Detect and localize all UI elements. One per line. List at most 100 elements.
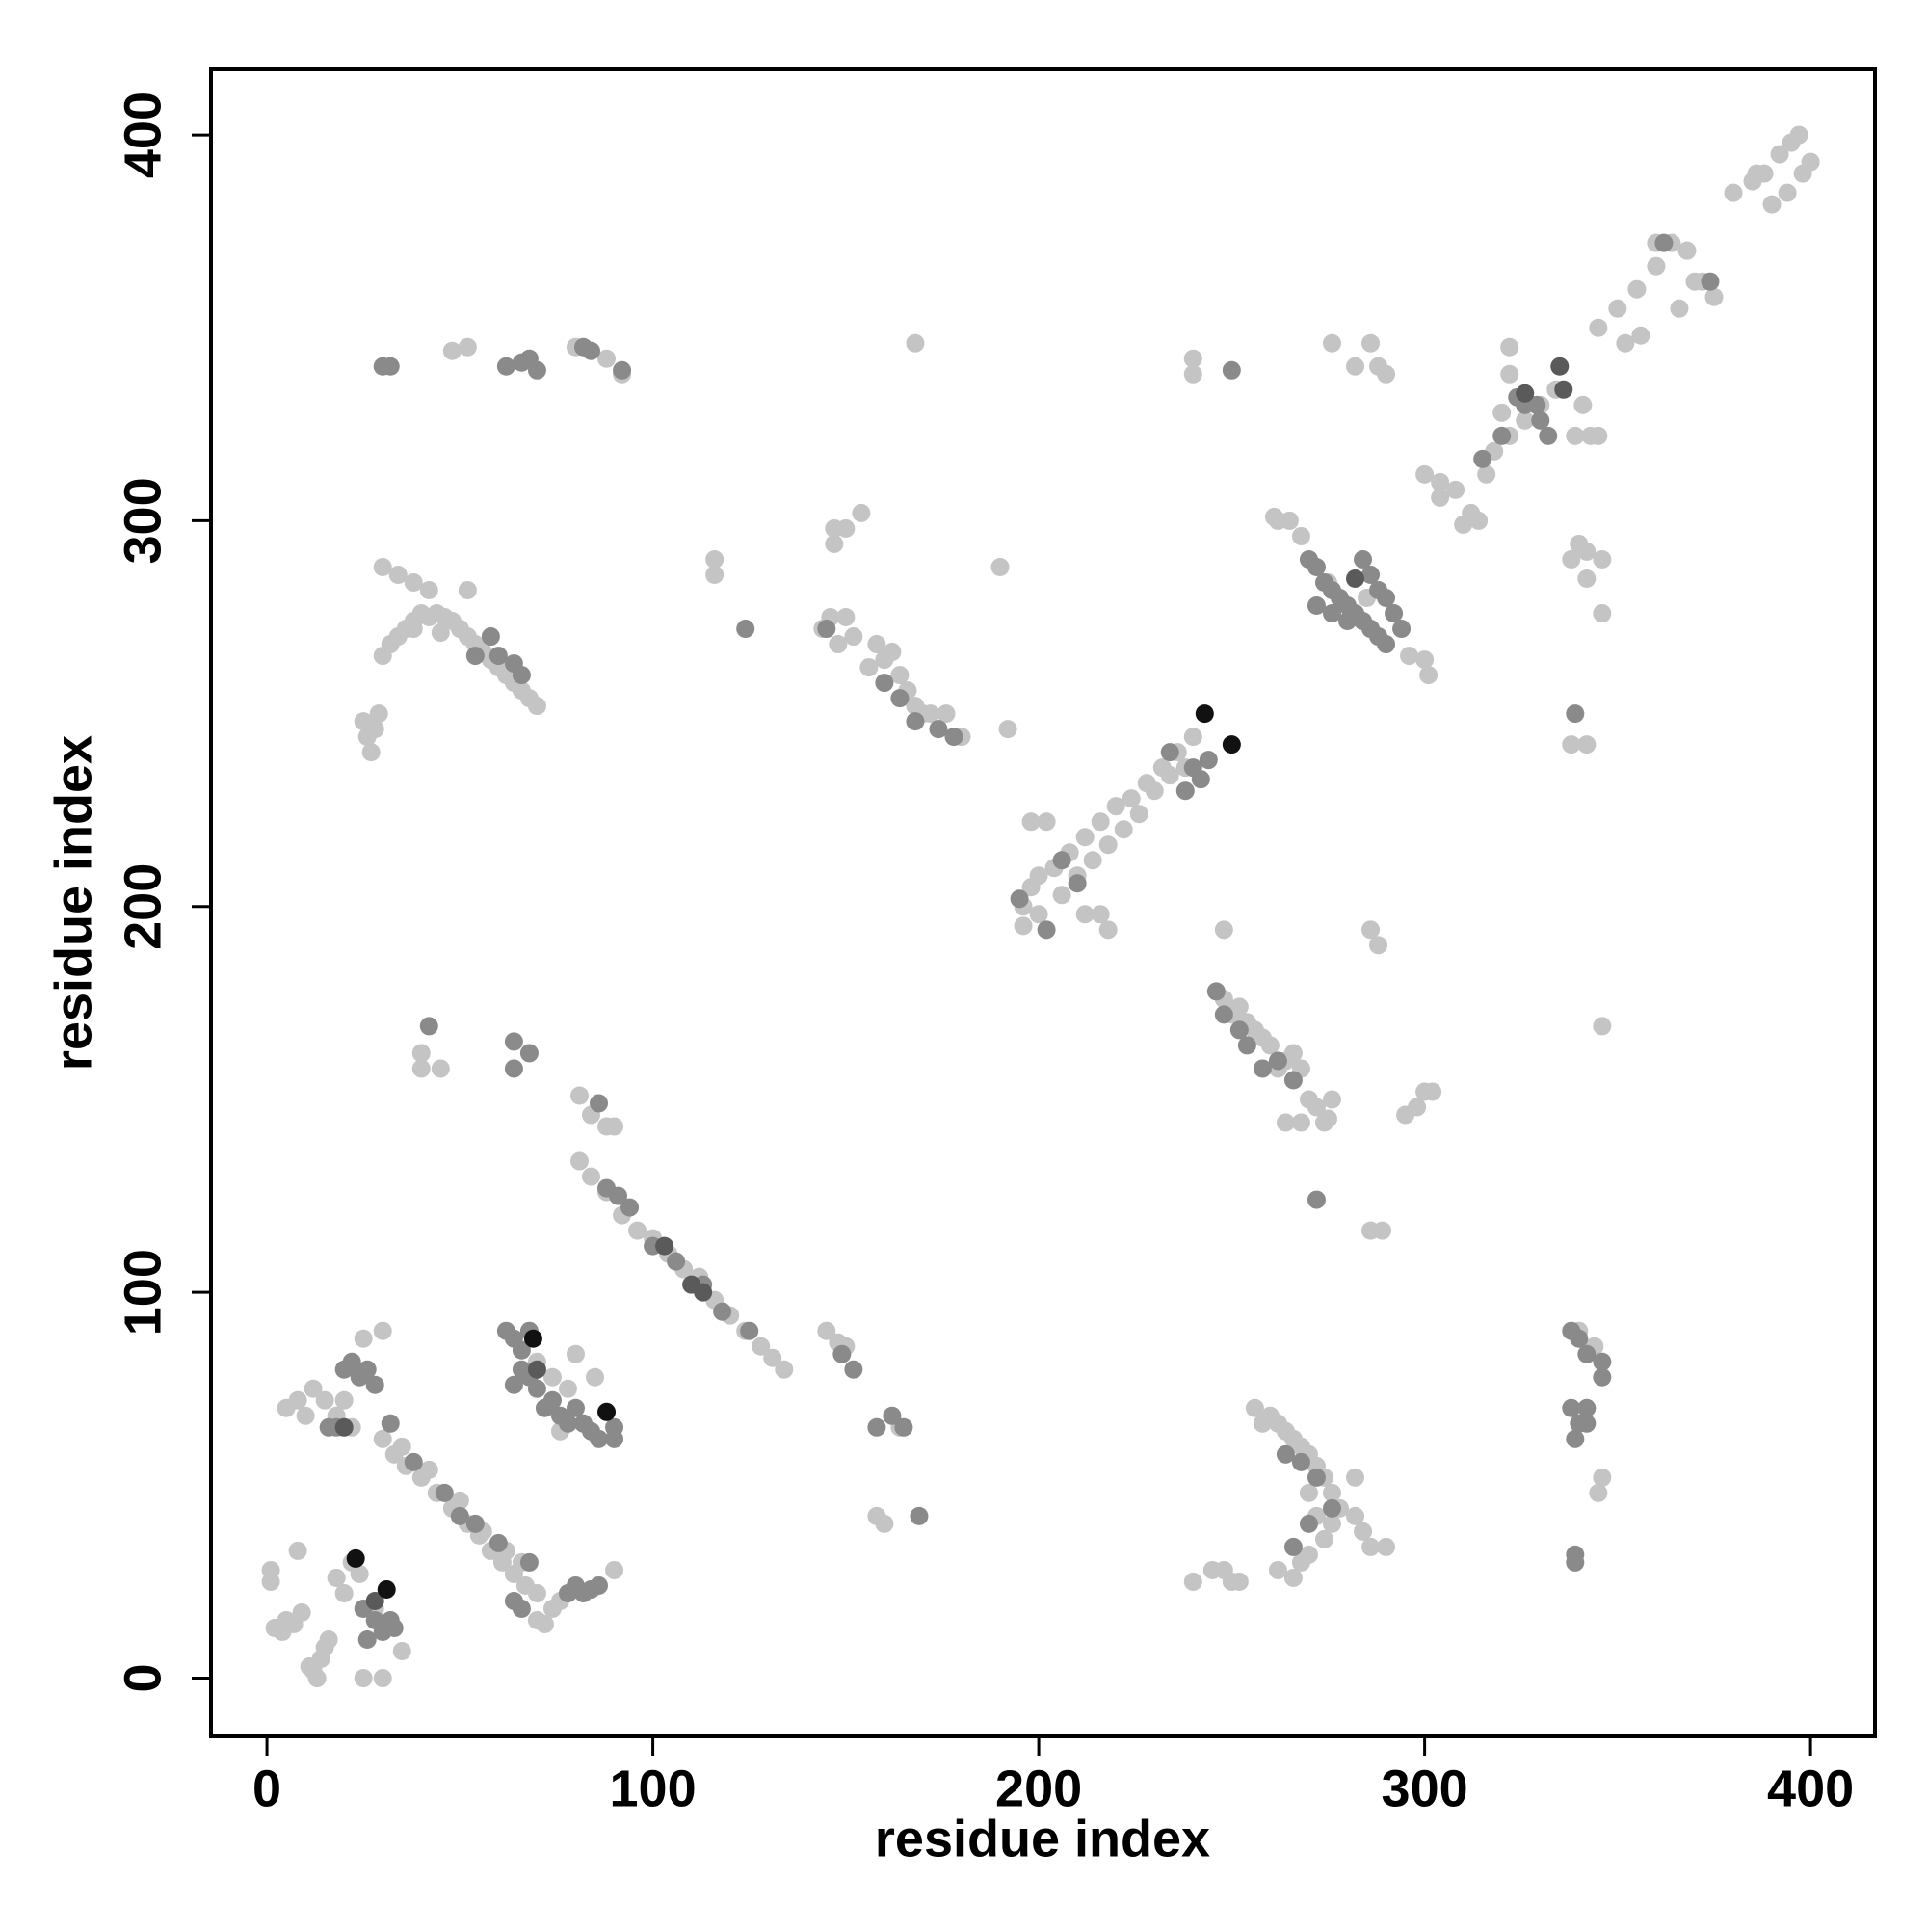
point	[852, 503, 871, 522]
point	[859, 658, 879, 677]
point	[465, 1514, 485, 1533]
point	[875, 674, 894, 693]
point	[1654, 233, 1674, 252]
point	[512, 666, 531, 685]
point	[357, 1630, 377, 1650]
point	[1322, 1483, 1341, 1502]
point	[590, 1094, 609, 1113]
point	[1346, 1468, 1365, 1487]
point	[365, 1591, 384, 1610]
point	[1322, 333, 1341, 353]
point	[590, 1429, 609, 1448]
point	[1106, 797, 1125, 816]
point	[1539, 426, 1558, 445]
point	[829, 635, 848, 654]
point	[1091, 812, 1110, 832]
point	[1577, 735, 1597, 754]
point	[1566, 1552, 1585, 1572]
point	[1562, 735, 1581, 754]
point	[1431, 472, 1450, 491]
point	[523, 1329, 542, 1348]
y-tick-label: 300	[114, 477, 172, 564]
point	[1377, 364, 1396, 384]
point	[319, 1630, 338, 1650]
point	[558, 1414, 577, 1433]
point	[1291, 1452, 1310, 1471]
point	[1307, 596, 1326, 616]
point	[1701, 272, 1720, 291]
point	[1531, 410, 1550, 430]
point	[817, 1321, 836, 1340]
point	[334, 1583, 354, 1602]
point	[1377, 1537, 1396, 1556]
point	[334, 1417, 354, 1437]
point	[527, 1610, 546, 1629]
point	[1562, 1398, 1581, 1417]
point	[419, 1017, 438, 1036]
point	[590, 1575, 609, 1595]
point	[354, 1669, 373, 1688]
point	[419, 580, 438, 599]
point	[867, 635, 886, 654]
point	[1253, 1028, 1272, 1047]
x-tick-label: 0	[252, 1760, 281, 1817]
point	[327, 1568, 346, 1587]
point	[261, 1572, 280, 1591]
point	[1160, 743, 1179, 762]
point	[442, 341, 462, 360]
point	[1408, 1098, 1427, 1117]
point	[1283, 1568, 1303, 1587]
x-tick-label: 200	[995, 1760, 1082, 1817]
point	[566, 1398, 585, 1417]
point	[1589, 1483, 1608, 1502]
point	[1160, 766, 1179, 785]
point	[1245, 1398, 1264, 1417]
point	[1268, 1051, 1287, 1071]
point	[1573, 395, 1593, 414]
point	[404, 1452, 423, 1471]
point	[1423, 1082, 1442, 1101]
point	[836, 608, 856, 627]
point	[1229, 1572, 1249, 1591]
point	[736, 620, 755, 639]
point	[1670, 299, 1689, 318]
point	[844, 627, 863, 647]
x-tick-label: 400	[1767, 1760, 1854, 1817]
point	[1098, 835, 1118, 855]
point	[1616, 333, 1635, 353]
point	[1554, 380, 1573, 399]
point	[1307, 1190, 1326, 1209]
point	[1276, 1113, 1295, 1132]
y-axis-title: residue index	[44, 735, 102, 1071]
point	[705, 565, 725, 584]
point	[867, 1417, 886, 1437]
point	[1307, 557, 1326, 576]
point	[373, 557, 392, 576]
point	[1473, 449, 1492, 468]
point	[1369, 936, 1388, 955]
point	[288, 1390, 307, 1410]
point	[435, 1483, 454, 1502]
point	[504, 1059, 523, 1078]
point	[1593, 1017, 1612, 1036]
point	[1075, 905, 1095, 924]
point	[1291, 1552, 1310, 1572]
point	[1075, 828, 1095, 847]
point	[388, 565, 408, 584]
point	[609, 1186, 628, 1205]
point	[1631, 326, 1650, 345]
point	[1415, 464, 1435, 484]
point	[906, 333, 925, 353]
point	[1361, 1537, 1381, 1556]
point	[569, 1086, 589, 1105]
point	[910, 1506, 929, 1525]
point	[883, 643, 902, 662]
point	[1299, 1514, 1318, 1533]
point	[1500, 337, 1519, 357]
point	[620, 1198, 640, 1217]
point	[1052, 851, 1071, 870]
point	[384, 1618, 404, 1637]
point	[1770, 145, 1789, 164]
point	[1562, 549, 1581, 569]
